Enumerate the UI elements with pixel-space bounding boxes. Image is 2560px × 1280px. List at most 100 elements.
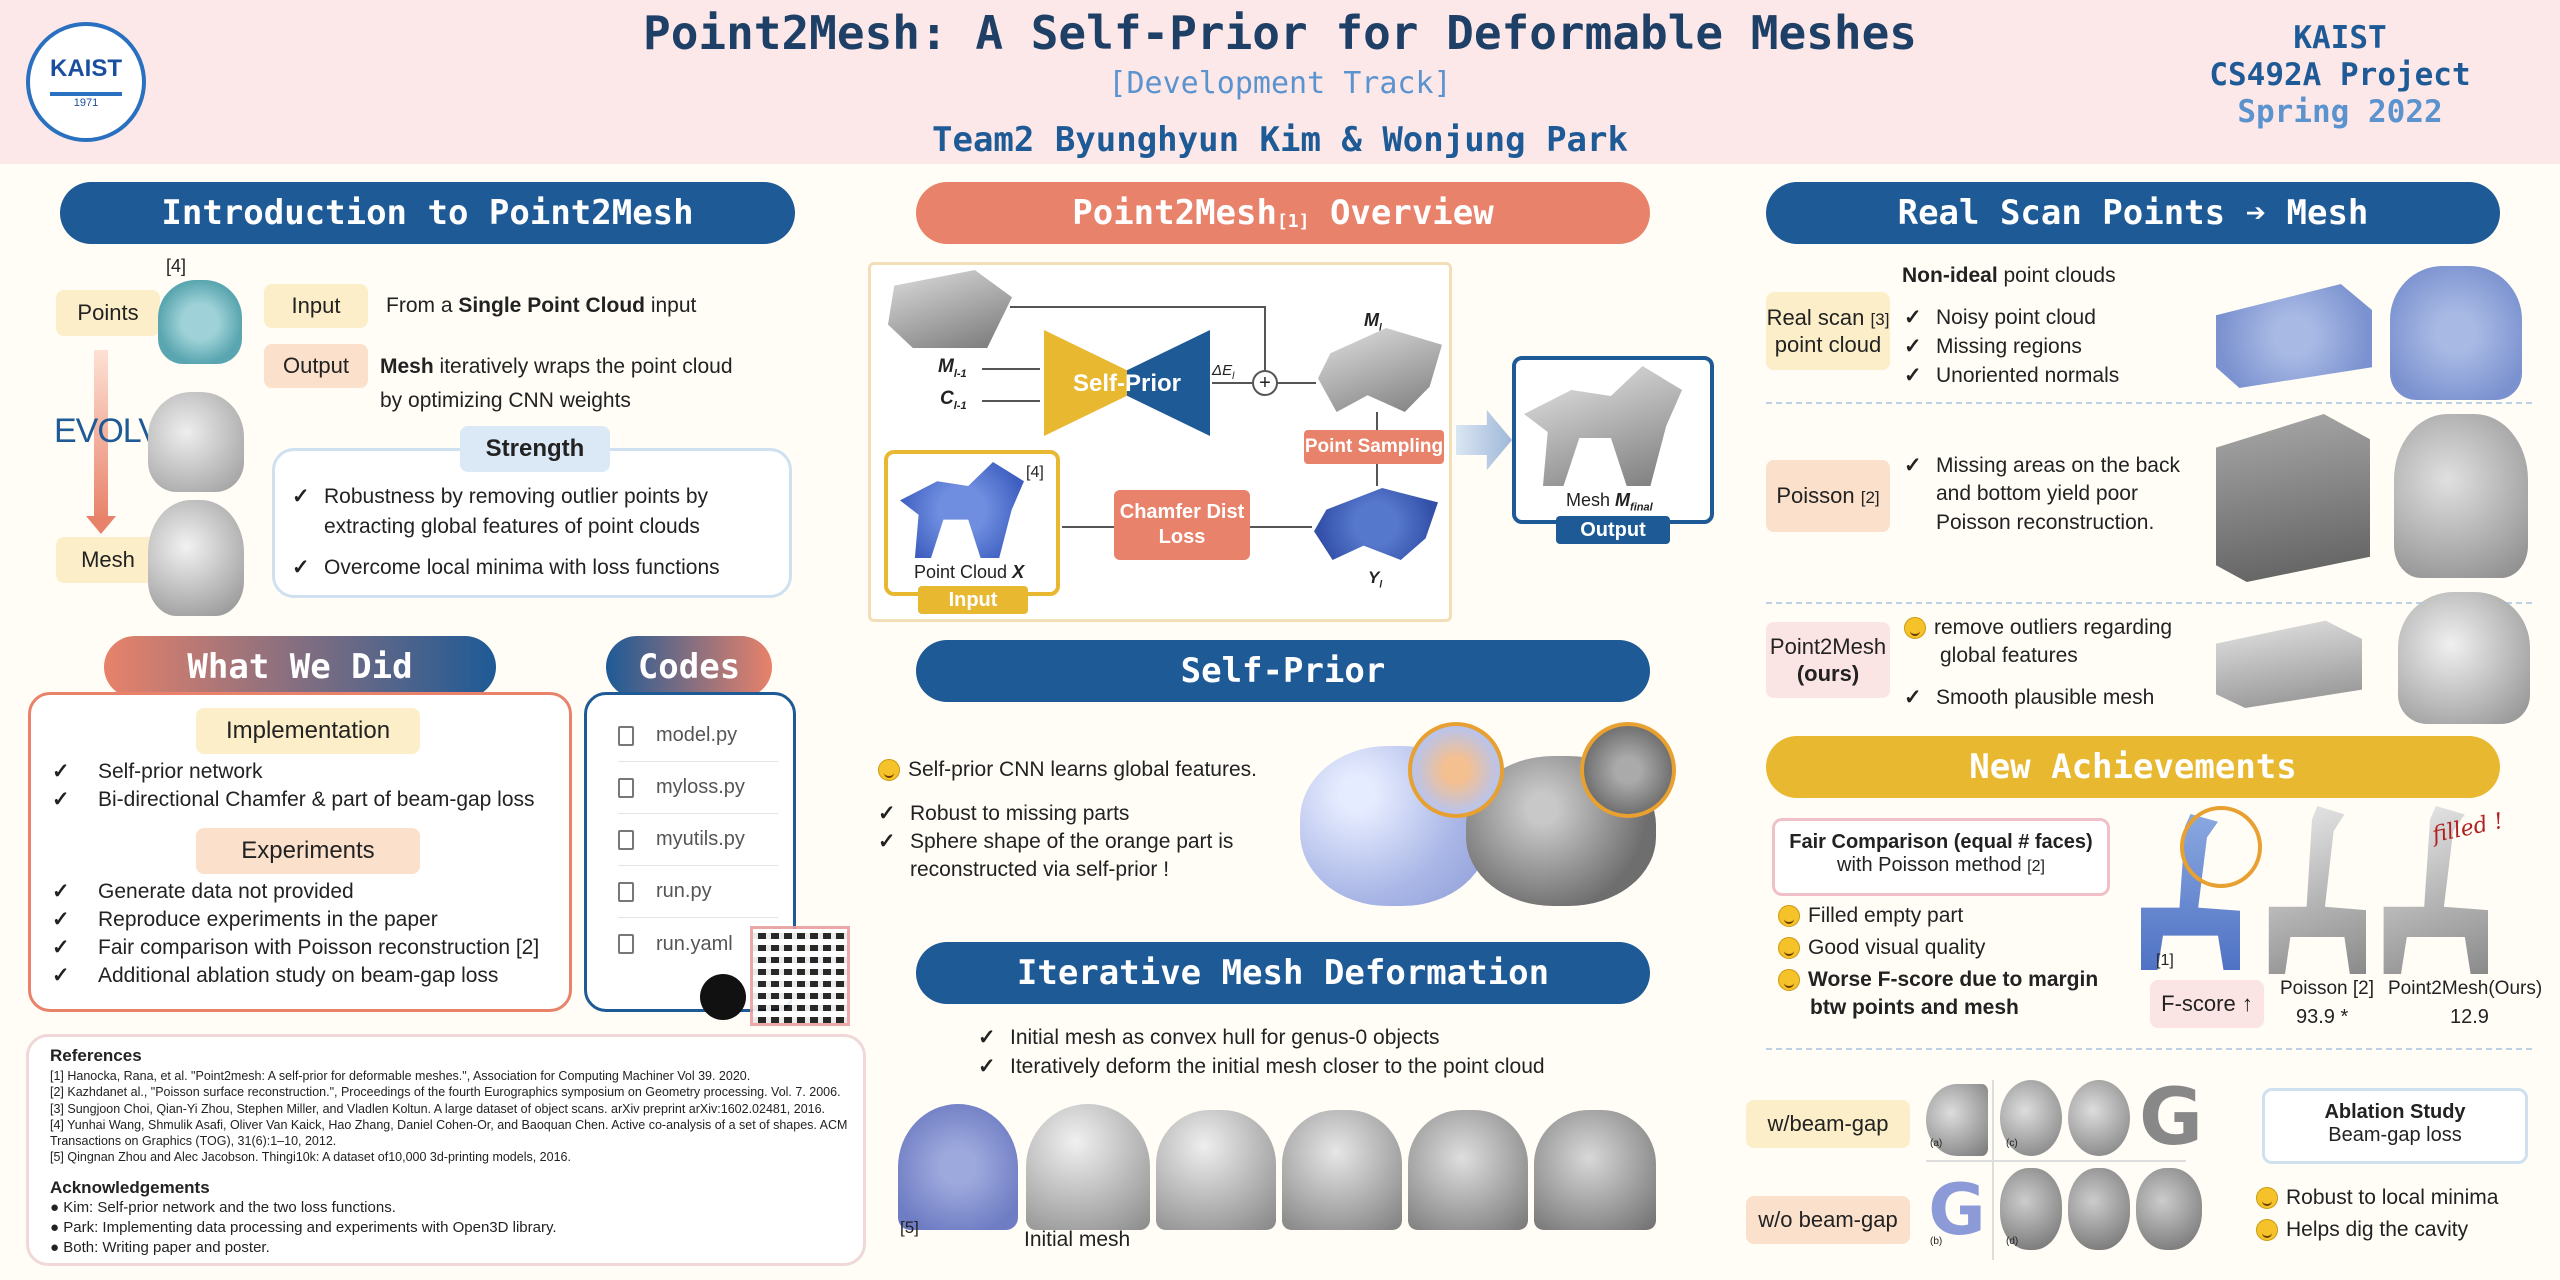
realscan-banner: Real Scan Points ➔ Mesh	[1766, 182, 2500, 244]
sofa-poisson-image	[2216, 414, 2370, 582]
selfprior-line1: Self-prior CNN learns global features.	[878, 756, 1257, 784]
ablation-b-image: G	[1928, 1169, 1986, 1251]
term-label: Spring 2022	[2237, 94, 2443, 130]
m-prev-label: Ml-1	[938, 356, 967, 380]
giraffe-zoom-circle	[2180, 806, 2262, 888]
strength-item-2: Overcome local minima with loss function…	[292, 554, 720, 583]
ref-4: [4] Yunhai Wang, Shmulik Asafi, Oliver V…	[50, 1117, 848, 1132]
smile-emoji-icon	[2256, 1219, 2278, 1242]
ablation-item-1: Robust to local minima	[2256, 1184, 2498, 1212]
arrow-delta	[1212, 382, 1252, 384]
arrow-hull-down	[1264, 306, 1266, 370]
exp-item-3: Fair comparison with Poisson reconstruct…	[52, 934, 539, 963]
exp-tag: Experiments	[196, 828, 420, 874]
chamfer-block: Chamfer Dist Loss	[1114, 490, 1250, 560]
chair-pointcloud-image	[2390, 266, 2522, 400]
ours-label: Point2Mesh(Ours)	[2388, 978, 2543, 999]
header: KAIST 1971 Point2Mesh: A Self-Prior for …	[0, 0, 2560, 164]
surprised-emoji-icon	[1778, 969, 1800, 992]
realscan-tag: Real scan [3] point cloud	[1766, 292, 1890, 370]
code-file-myutils[interactable]: myutils.py	[618, 814, 778, 866]
ablation-grid-vline	[1992, 1080, 1994, 1260]
arrow-plus	[1278, 382, 1316, 384]
ablation-d-image	[2000, 1168, 2062, 1250]
arrow-m	[982, 368, 1040, 370]
mesh-label: Mesh	[81, 547, 135, 573]
poisson-label: Poisson [2]	[2280, 978, 2374, 999]
ref-1: [1] Hanocka, Rana, et al. "Point2mesh: A…	[50, 1069, 751, 1083]
realscan-title: Real Scan Points ➔ Mesh	[1897, 193, 2369, 233]
ablation-title: Ablation Study	[2324, 1101, 2466, 1123]
codes-banner: Codes	[606, 636, 772, 698]
code-file-run[interactable]: run.py	[618, 866, 778, 918]
mesh-tag: Mesh	[56, 537, 160, 583]
deform-step-1-image	[1026, 1104, 1150, 1230]
m-l-label: Ml	[1364, 310, 1382, 334]
org-label: KAIST	[2293, 20, 2387, 56]
fscore-tag: F-score ↑	[2150, 980, 2264, 1028]
code-file-model[interactable]: model.py	[618, 710, 778, 762]
achieve-banner: New Achievements	[1766, 736, 2500, 798]
poster-title: Point2Mesh: A Self-Prior for Deformable …	[643, 6, 1917, 60]
deform-step-2-image	[1156, 1110, 1276, 1230]
fair-comparison-box: Fair Comparison (equal # faces) with Poi…	[1772, 818, 2110, 896]
intro-title: Introduction to Point2Mesh	[161, 193, 694, 233]
smile-emoji-icon	[1778, 937, 1800, 960]
ack-title: Acknowledgements	[50, 1177, 210, 1197]
arrow-hull	[1010, 306, 1266, 308]
strength-item-1: Robustness by removing outlier points by…	[292, 482, 772, 543]
ablation-grid-hline	[1926, 1160, 2186, 1162]
divider-1	[1766, 402, 2532, 404]
vase-pointcloud-image	[158, 280, 242, 364]
impl-title: Implementation	[225, 717, 391, 744]
file-icon	[618, 881, 634, 902]
output-desc: Mesh iteratively wraps the point cloud by…	[380, 355, 733, 412]
realscan-bullet-1: Noisy point cloud	[1904, 304, 2096, 333]
ablation-g-image: G	[2138, 1073, 2204, 1163]
giraffe-poisson-image	[2268, 806, 2366, 974]
ablation-item-2: Helps dig the cavity	[2256, 1216, 2468, 1244]
ablation-c2-image	[2068, 1080, 2130, 1156]
ours-desc-1: remove outliers regarding global features	[1904, 614, 2172, 671]
strength-tag: Strength	[460, 426, 610, 472]
points-tag: Points	[56, 290, 160, 336]
ablation-letter-b: (b)	[1930, 1236, 1943, 1247]
points-label: Points	[77, 300, 139, 326]
ours-desc-2: Smooth plausible mesh	[1904, 684, 2154, 713]
chair-ours-image	[2398, 592, 2530, 724]
impl-tag: Implementation	[196, 708, 420, 754]
kaist-logo: KAIST 1971	[26, 22, 146, 142]
file-icon	[618, 934, 634, 954]
ours-tag: Point2Mesh (ours)	[1766, 622, 1890, 698]
ref-2: [2] Kazhdanet al., "Poisson surface reco…	[50, 1085, 841, 1100]
vase-mesh-image	[148, 500, 244, 616]
zoom-circle-right	[1580, 722, 1676, 818]
vase-mid-image	[148, 392, 244, 492]
deform-step-4-image	[1408, 1110, 1528, 1230]
deform-bullet-2: Iteratively deform the initial mesh clos…	[978, 1053, 1545, 1082]
zoom-circle-left	[1408, 722, 1504, 818]
divider-2	[1766, 602, 2532, 604]
code-file-myloss[interactable]: myloss.py	[618, 762, 778, 814]
ablation-letter-d: (d)	[2006, 1236, 2019, 1247]
sofa-ours-image	[2216, 620, 2362, 708]
input-tag: Input	[264, 284, 368, 328]
initial-mesh-label: Initial mesh	[1024, 1228, 1131, 1251]
ours-fscore: 12.9	[2450, 1006, 2489, 1028]
fair-title: Fair Comparison (equal # faces)	[1789, 831, 2093, 853]
code-file-run-yaml[interactable]: run.yaml	[618, 918, 778, 970]
deform-ref-5: [5]	[900, 1218, 919, 1237]
selfprior-title: Self-Prior	[1180, 651, 1386, 691]
github-icon[interactable]	[700, 974, 746, 1020]
input-desc: From a Single Point Cloud input	[386, 294, 697, 317]
output-label: Output	[282, 353, 350, 379]
deform-pointcloud-image	[898, 1104, 1018, 1230]
achieve-item-1: Filled empty part	[1778, 902, 1963, 930]
delta-label: ΔEl	[1212, 362, 1235, 382]
selfprior-bullet-1: Robust to missing parts	[878, 800, 1129, 829]
authors: Team2 Byunghyun Kim & Wonjung Park	[932, 120, 1628, 160]
y-l-label: Yl	[1368, 568, 1383, 591]
logo-text: KAIST	[50, 55, 122, 82]
ablation-sub: Beam-gap loss	[2328, 1124, 2462, 1146]
achieve-item-2: Good visual quality	[1778, 934, 1985, 962]
